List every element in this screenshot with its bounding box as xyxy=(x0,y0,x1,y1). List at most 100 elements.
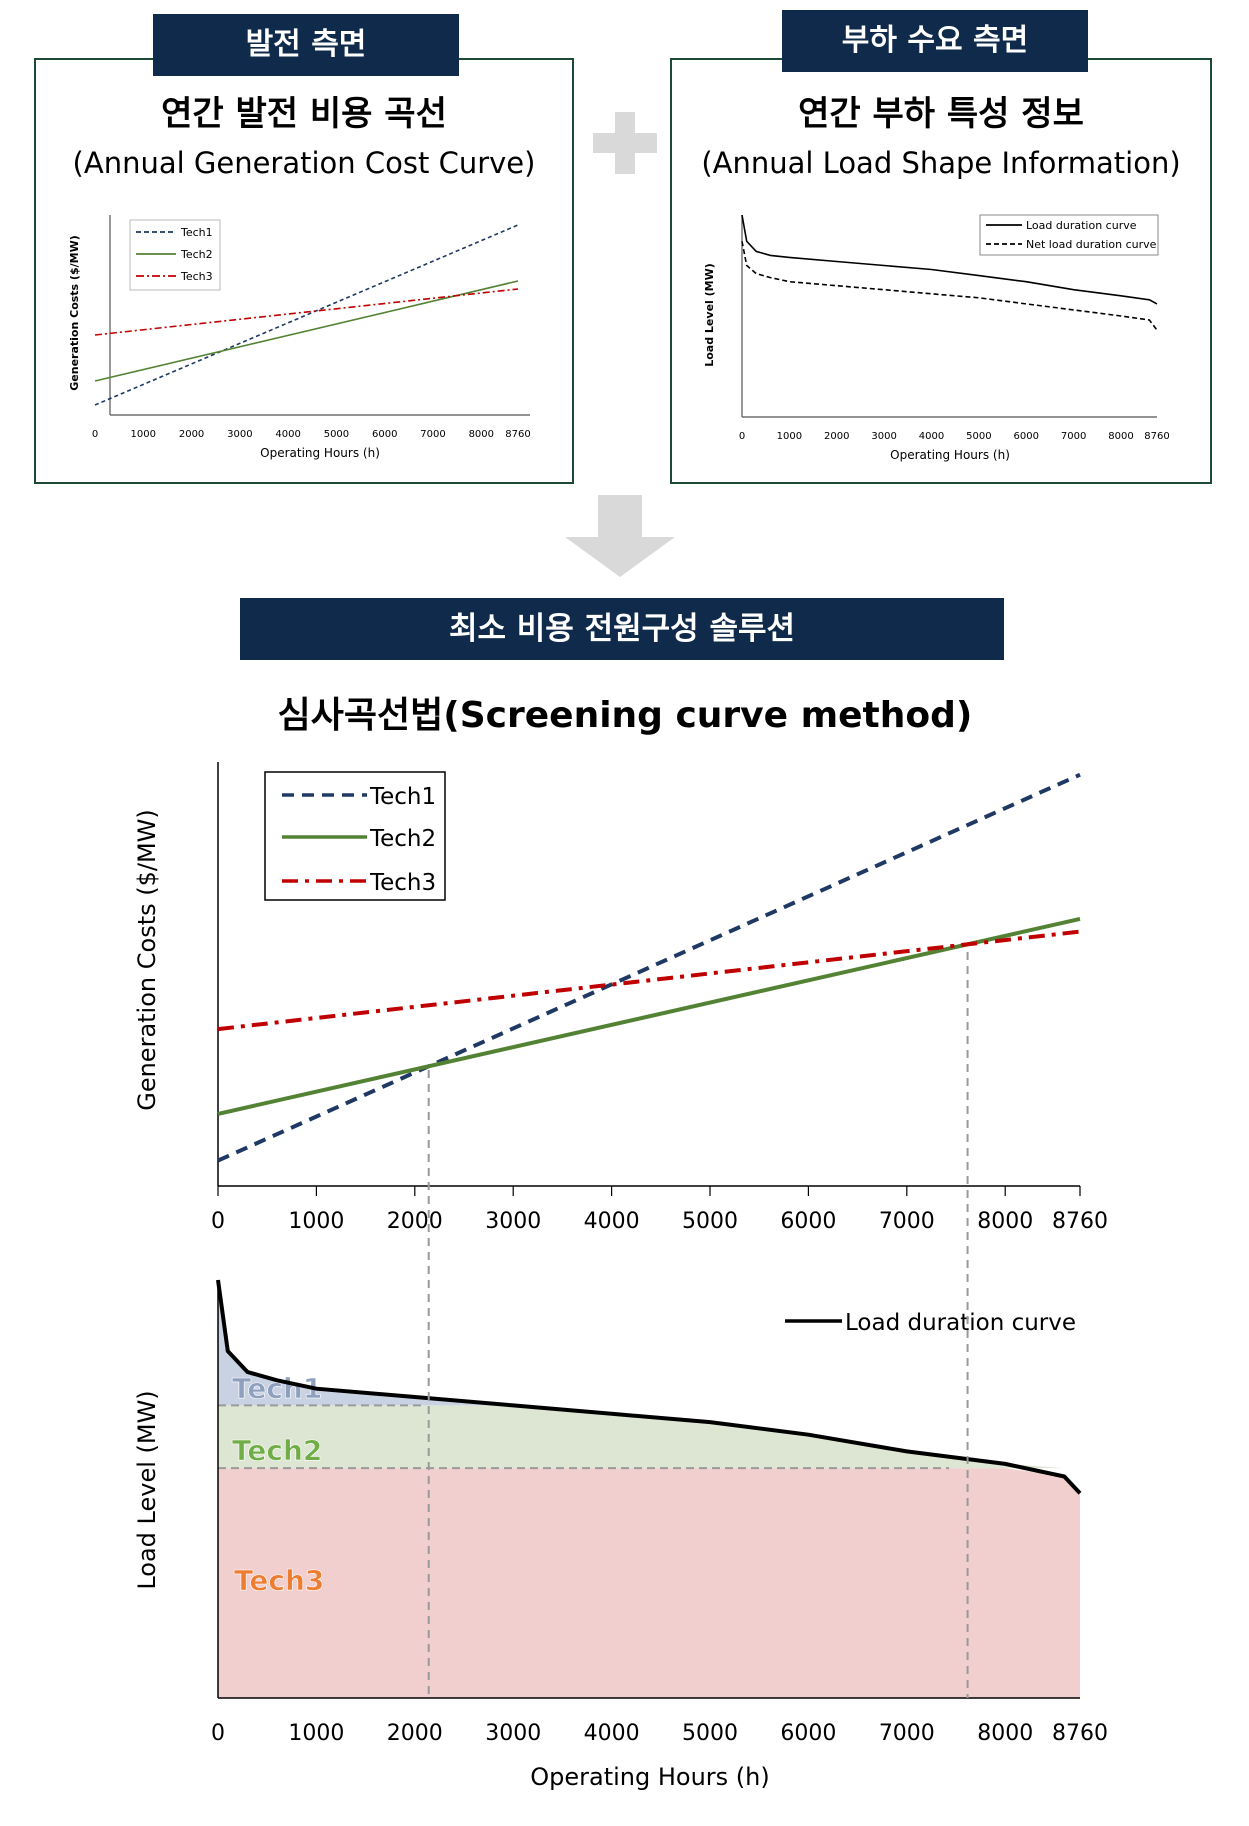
region-label-tech3: Tech3 xyxy=(234,1564,324,1597)
small-load-chart: Load Level (MW) 0 1000 2000 3000 4000 5000 600… xyxy=(703,214,1170,462)
region-label-tech2: Tech2 xyxy=(232,1434,322,1467)
main-load-legend: Load duration curve xyxy=(785,1310,1076,1336)
x-tick-label: 4000 xyxy=(919,431,944,442)
small-load-lines xyxy=(741,214,1158,331)
main-cost-legend-tech3: Tech3 xyxy=(369,870,436,896)
small-cost-ylabel: Generation Costs ($/MW) xyxy=(68,235,81,391)
plus-icon xyxy=(593,112,657,174)
method-title: 심사곡선법(Screening curve method) xyxy=(277,695,973,736)
main-load-regions xyxy=(218,1280,1080,1698)
generation-title-en: (Annual Generation Cost Curve) xyxy=(72,146,536,180)
x-tick-label: 7000 xyxy=(879,1721,935,1746)
small-cost-axes xyxy=(109,215,530,416)
small-load-axes xyxy=(741,215,1157,418)
x-tick-label: 3000 xyxy=(227,429,252,440)
main-load-lines xyxy=(216,1279,1082,1495)
x-tick-label: 7000 xyxy=(1061,431,1086,442)
x-tick-label: 5000 xyxy=(682,1209,738,1234)
region-tech1 xyxy=(218,1280,1080,1406)
x-tick-label: 4000 xyxy=(275,429,300,440)
small-cost-legend-tech2: Tech2 xyxy=(180,248,213,261)
generation-panel xyxy=(34,58,574,484)
x-tick-label: 1000 xyxy=(131,429,156,440)
x-tick-label: 8760 xyxy=(1144,431,1169,442)
main-cost-legend-tech1: Tech1 xyxy=(369,784,436,810)
small-load-legend-ldc: Load duration curve xyxy=(1026,219,1137,232)
x-tick-label: 5000 xyxy=(682,1721,738,1746)
x-tick-label: 6000 xyxy=(1014,431,1039,442)
x-tick-label: 2000 xyxy=(387,1721,443,1746)
x-tick-label: 8000 xyxy=(977,1209,1033,1234)
region-tech3 xyxy=(218,1468,1080,1698)
main-cost-lines xyxy=(217,772,1081,1163)
x-tick-label: 1000 xyxy=(288,1209,344,1234)
x-tick-label: 2000 xyxy=(179,429,204,440)
small-load-legend: Load duration curve Net load duration cu… xyxy=(979,214,1159,256)
main-cost-axes xyxy=(217,762,1080,1187)
small-load-ylabel: Load Level (MW) xyxy=(703,263,716,367)
x-tick-label: 0 xyxy=(739,431,745,442)
x-tick-label: 5000 xyxy=(966,431,991,442)
series-line-tech1 xyxy=(217,772,1081,1163)
x-tick-label: 3000 xyxy=(485,1209,541,1234)
series-line-tech3 xyxy=(94,288,519,336)
series-line-tech2 xyxy=(217,916,1081,1116)
small-cost-legend-tech3: Tech3 xyxy=(180,270,213,283)
main-load-ticks: 0 1000 2000 3000 4000 5000 6000 7000 8000 8760 xyxy=(211,1721,1108,1746)
small-cost-chart: Generation Costs ($/MW) 0 1000 2000 3000 400… xyxy=(68,215,531,460)
x-tick-label: 2000 xyxy=(824,431,849,442)
x-tick-label: 0 xyxy=(211,1721,225,1746)
main-cost-legend: Tech1 Tech2 Tech3 xyxy=(264,771,446,901)
x-tick-label: 8760 xyxy=(1052,1209,1108,1234)
series-line-tech2 xyxy=(94,280,519,382)
series-line-net-load-duration-curve xyxy=(741,241,1158,331)
x-tick-label: 2000 xyxy=(387,1209,443,1234)
series-line-load-duration-curve xyxy=(741,214,1158,305)
main-load-legend-ldc: Load duration curve xyxy=(845,1310,1076,1336)
small-load-ticks: 0 1000 2000 3000 4000 5000 6000 7000 8000 8760 xyxy=(739,431,1170,442)
load-title-en: (Annual Load Shape Information) xyxy=(701,146,1181,180)
series-line-tech3 xyxy=(217,929,1081,1032)
main-load-axes xyxy=(217,1280,1080,1699)
small-load-legend-net: Net load duration curve xyxy=(1026,238,1157,251)
x-tick-label: 3000 xyxy=(871,431,896,442)
series-line-load-duration-curve xyxy=(216,1279,1082,1495)
x-tick-label: 4000 xyxy=(584,1209,640,1234)
small-cost-lines xyxy=(94,224,519,406)
x-tick-label: 7000 xyxy=(879,1209,935,1234)
x-tick-label: 4000 xyxy=(584,1721,640,1746)
main-load-ylabel: Load Level (MW) xyxy=(133,1390,161,1589)
load-title-ko: 연간 부하 특성 정보 xyxy=(798,94,1084,134)
x-tick-label: 5000 xyxy=(324,429,349,440)
main-load-chart: Tech1 Tech2 Tech3 Load Level (MW) 0 1000 2… xyxy=(133,1279,1108,1790)
main-cost-ticks: 0 1000 2000 3000 4000 5000 6000 7000 8000 8760 xyxy=(211,1186,1108,1234)
x-tick-label: 6000 xyxy=(372,429,397,440)
small-cost-xlabel: Operating Hours (h) xyxy=(260,446,380,460)
x-tick-label: 6000 xyxy=(780,1721,836,1746)
x-tick-label: 7000 xyxy=(420,429,445,440)
x-tick-label: 1000 xyxy=(288,1721,344,1746)
generation-tag: 발전 측면 xyxy=(153,14,459,76)
small-cost-legend-tech1: Tech1 xyxy=(180,226,213,239)
small-cost-legend: Tech1 Tech2 Tech3 xyxy=(129,219,221,291)
down-arrow-icon xyxy=(565,495,675,580)
solution-banner: 최소 비용 전원구성 솔루션 xyxy=(240,598,1004,660)
x-tick-label: 0 xyxy=(211,1209,225,1234)
main-cost-ylabel: Generation Costs ($/MW) xyxy=(133,809,161,1111)
x-tick-label: 3000 xyxy=(485,1721,541,1746)
main-cost-legend-tech2: Tech2 xyxy=(369,826,436,852)
small-cost-ticks: 0 1000 2000 3000 4000 5000 6000 7000 8000 8760 xyxy=(92,429,531,440)
x-tick-label: 0 xyxy=(92,429,98,440)
x-tick-label: 8760 xyxy=(505,429,530,440)
load-tag: 부하 수요 측면 xyxy=(782,10,1088,72)
main-load-xlabel: Operating Hours (h) xyxy=(530,1763,770,1790)
x-tick-label: 1000 xyxy=(777,431,802,442)
region-tech2 xyxy=(218,1405,1080,1469)
x-tick-label: 8000 xyxy=(1108,431,1133,442)
x-tick-label: 8000 xyxy=(469,429,494,440)
main-cost-chart: Generation Costs ($/MW) 0 1000 2000 3000 400… xyxy=(133,762,1108,1234)
x-tick-label: 8000 xyxy=(977,1721,1033,1746)
x-tick-label: 8760 xyxy=(1052,1721,1108,1746)
small-load-xlabel: Operating Hours (h) xyxy=(890,448,1010,462)
x-tick-label: 6000 xyxy=(780,1209,836,1234)
